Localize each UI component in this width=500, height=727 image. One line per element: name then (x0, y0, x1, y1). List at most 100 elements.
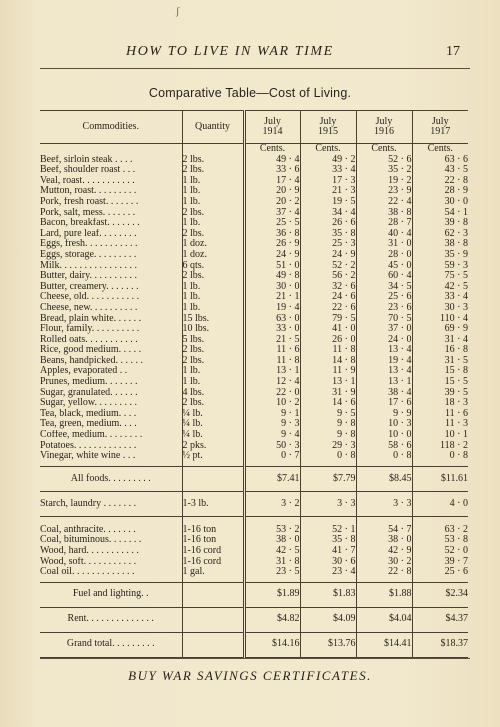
table-row: Beef, shoulder roast . . . 2 lbs. 33 · 6 33… (40, 165, 468, 176)
row-value: 20 · 9 (242, 186, 300, 197)
total-value: $7.41 (242, 465, 300, 492)
row-label: Eggs, fresh. . . . . . . . . . . (40, 239, 138, 250)
row-value: 60 · 4 (355, 271, 412, 282)
row-value: 17 · 6 (355, 398, 412, 409)
row-value: 33 · 4 (299, 165, 356, 176)
unit-label: Cents. (299, 143, 356, 155)
rent-row: Rent. . . . . . . . . . . . . . $4.82 $4… (40, 607, 468, 633)
row-value: 22 · 6 (299, 302, 356, 314)
column-header-1914: July 1914 (242, 110, 300, 144)
row-value: 35 · 8 (299, 535, 356, 546)
row-label: Sugar, granulated. . . . . . (40, 387, 138, 398)
row-value: 17 · 3 (299, 175, 356, 187)
units-row: Cents. Cents. Cents. Cents. (40, 143, 468, 155)
row-value: 15 · 5 (411, 377, 468, 388)
row-quantity: 2 lbs. (181, 165, 244, 176)
row-value: 9 · 3 (242, 419, 300, 431)
row-value: 70 · 5 (355, 313, 412, 325)
row-value: 52 · 0 (411, 546, 468, 557)
row-value: 25 · 6 (355, 292, 412, 303)
total-value: $4.82 (242, 607, 300, 633)
row-label: Starch, laundry . . . . . . . (40, 491, 182, 517)
row-quantity: 2 lbs. (181, 228, 244, 240)
row-value: 54 · 1 (411, 207, 468, 219)
row-value: 11 · 6 (242, 345, 300, 356)
row-value: 21 · 1 (242, 292, 300, 303)
row-value: 14 · 6 (299, 398, 356, 409)
table-row: Rolled oats. . . . . . . . . . . 5 lbs. 21… (40, 334, 468, 346)
row-quantity: 1-16 ton (181, 535, 244, 546)
table-row: Butter, creamery. . . . . . . 1 lb. 30 · 0… (40, 281, 468, 293)
row-quantity: 6 qts. (181, 260, 244, 272)
row-value: 39 · 5 (411, 387, 468, 399)
row-label: Cheese, new. . . . . . . . . . (40, 302, 138, 313)
row-value: 59 · 3 (411, 260, 468, 272)
total-value: $11.61 (411, 465, 468, 492)
header-month: July (375, 115, 393, 127)
row-value: 16 · 8 (411, 345, 468, 356)
column-header-1917: July 1917 (411, 110, 468, 144)
row-label: Milk. . . . . . . . . . . . . . . . (40, 260, 137, 271)
row-value: 10 · 1 (411, 430, 468, 441)
row-label: Beef, shoulder roast . . . (40, 165, 136, 176)
table-row: Wood, hard. . . . . . . . . . . 1-16 cord… (40, 546, 468, 557)
row-label: Coffee, medium. . . . . . . . (40, 430, 143, 441)
unit-label: Cents. (355, 143, 412, 155)
table-row: Sugar, granulated. . . . . . 4 lbs. 22 · 0… (40, 387, 468, 399)
row-value: 15 · 8 (411, 366, 468, 378)
ink-mark: ʃ (176, 6, 180, 17)
fuel-total-label: Fuel and lighting. . (40, 581, 182, 608)
row-value: 13 · 1 (242, 366, 300, 378)
table-row: Sugar, yellow. . . . . . . . . 2 lbs. 10 ·… (40, 398, 468, 409)
table-row: Prunes, medium. . . . . . .1 lb. 12 · 4 13… (40, 377, 468, 388)
unit-label: Cents. (242, 143, 300, 155)
row-value: 36 · 8 (242, 228, 300, 240)
table-row: Coal, anthracite. . . . . . . 1-16 ton 53 … (40, 524, 468, 536)
row-value: 38 · 0 (355, 535, 412, 546)
row-value: 30 · 3 (411, 302, 468, 314)
row-label: Coal oil. . . . . . . . . . . . . (40, 567, 135, 578)
row-label: Bacon, breakfast. . . . . . . (40, 218, 140, 229)
row-value: 11 · 3 (411, 419, 468, 431)
table-title: Comparative Table—Cost of Living. (148, 86, 352, 100)
all-foods-row: All foods. . . . . . . . . $7.41 $7.79 $… (40, 465, 468, 492)
row-value: 33 · 4 (411, 292, 468, 303)
row-value: 0 · 8 (411, 451, 468, 462)
running-head: HOW TO LIVE IN WAR TIME 17 (40, 44, 470, 66)
all-foods-label: All foods. . . . . . . . . (40, 465, 182, 492)
row-value: 58 · 6 (355, 440, 412, 452)
total-value: $8.45 (355, 465, 412, 492)
row-quantity: 1 doz. (181, 249, 244, 261)
row-quantity: 2 lbs. (181, 355, 244, 367)
row-value: 13 · 4 (355, 345, 412, 356)
total-value: $1.83 (299, 581, 356, 608)
table-row: Butter, dairy. . . . . . . . . . 2 lbs. 49… (40, 271, 468, 282)
row-quantity: 5 lbs. (181, 334, 244, 346)
row-label: Rolled oats. . . . . . . . . . . (40, 334, 138, 345)
total-value: $13.76 (299, 632, 356, 658)
row-value: 52 · 1 (299, 524, 356, 536)
table-row: Beans, handpicked. . . . . . 2 lbs. 11 · 8… (40, 355, 468, 367)
column-header-1915: July 1915 (299, 110, 356, 144)
row-value: 38 · 4 (355, 387, 412, 399)
row-value: 38 · 8 (355, 207, 412, 219)
row-quantity: 15 lbs. (181, 313, 244, 325)
row-value: 0 · 8 (355, 451, 412, 462)
row-value: 19 · 5 (299, 196, 356, 208)
row-quantity: 1 lb. (181, 302, 244, 314)
row-value: 35 · 9 (411, 249, 468, 261)
row-value: 118 · 2 (411, 440, 468, 452)
row-value: 39 · 8 (411, 218, 468, 229)
row-value: 37 · 4 (242, 207, 300, 219)
row-value: 24 · 9 (242, 249, 300, 261)
row-label: Tea, green, medium. . . . (40, 419, 137, 430)
row-value: 52 · 6 (355, 154, 412, 166)
row-value: 52 · 2 (299, 260, 356, 272)
rent-label: Rent. . . . . . . . . . . . . . (40, 607, 182, 633)
table-row: Eggs, fresh. . . . . . . . . . . 1 doz. 26… (40, 239, 468, 250)
row-quantity: 2 lbs. (181, 271, 244, 282)
